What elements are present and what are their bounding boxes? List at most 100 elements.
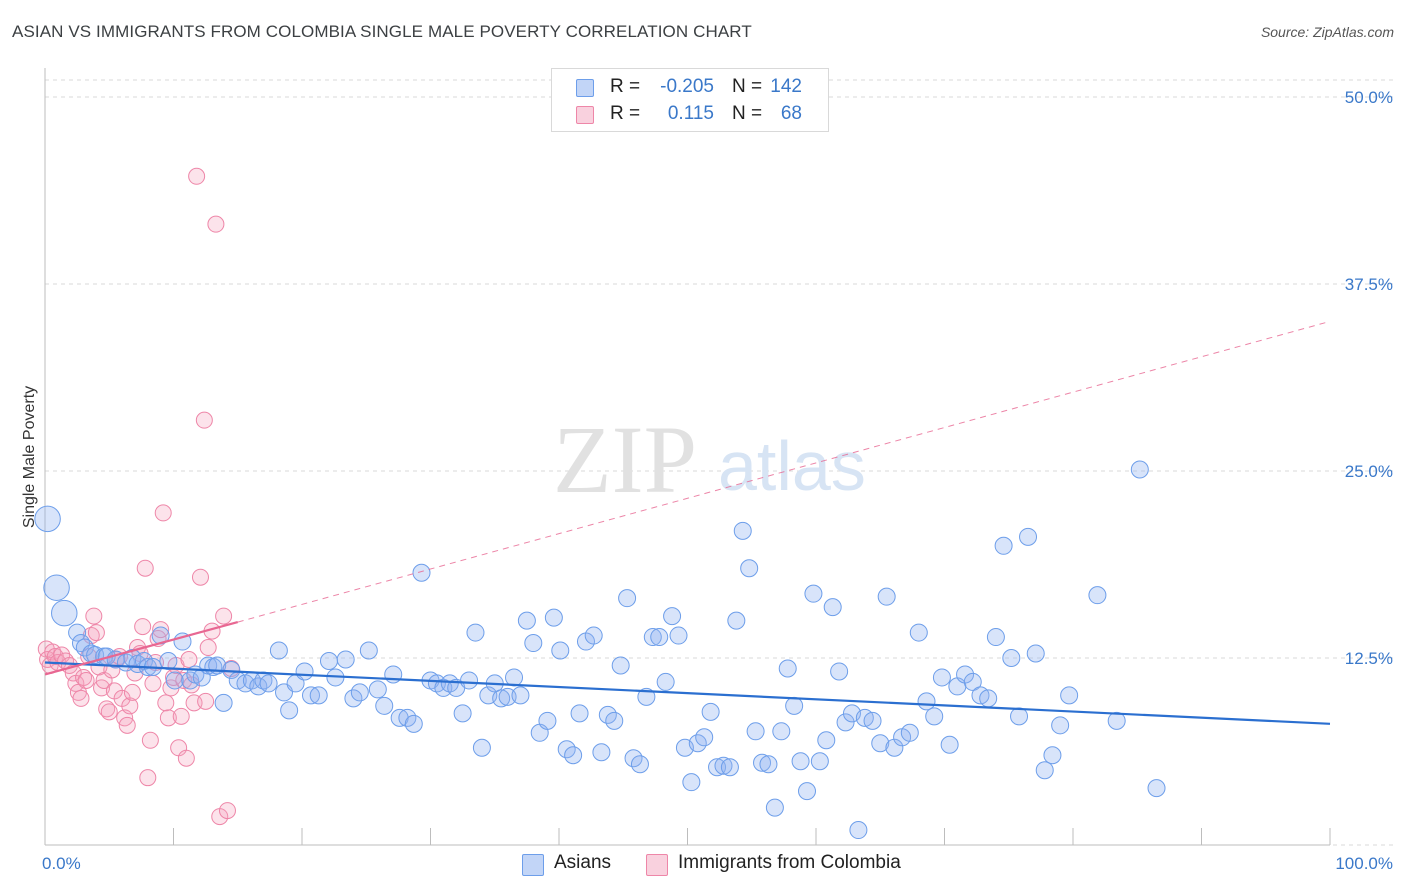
data-point-asians: [708, 758, 727, 777]
data-point-asians: [994, 536, 1013, 555]
data-point-asians: [605, 711, 624, 730]
data-point-colombia: [188, 167, 206, 185]
watermark: ZIP atlas: [553, 406, 866, 513]
data-point-asians: [472, 738, 491, 757]
legend-swatch-pink: [646, 854, 668, 876]
data-point-asians: [871, 734, 890, 753]
data-point-asians: [460, 671, 479, 690]
data-point-asians: [368, 680, 387, 699]
data-point-colombia: [139, 769, 157, 787]
data-point-colombia: [136, 559, 154, 577]
y-axis-label: Single Male Poverty: [21, 386, 38, 528]
data-point-asians: [637, 687, 656, 706]
data-point-asians: [498, 687, 517, 706]
x-tick-label: 0.0%: [42, 854, 81, 873]
data-point-colombia: [85, 607, 103, 625]
data-point-asians: [759, 755, 778, 774]
data-point-asians: [682, 773, 701, 792]
data-point-asians: [963, 672, 982, 691]
data-point-asians: [280, 701, 299, 720]
legend-r-label: R =: [610, 103, 641, 124]
data-point-asians: [551, 641, 570, 660]
data-point-asians: [925, 707, 944, 726]
data-point-colombia: [123, 683, 141, 701]
legend-row-asians: R = -0.205 N = 142: [552, 74, 828, 100]
data-point-colombia: [144, 674, 162, 692]
legend-swatch-pink: [576, 106, 594, 124]
data-point-asians: [1051, 716, 1070, 735]
data-point-asians: [656, 672, 675, 691]
data-point-asians: [404, 714, 423, 733]
data-point-asians: [165, 671, 184, 690]
data-point-asians: [1035, 761, 1054, 780]
data-point-colombia: [197, 692, 215, 710]
data-point-asians: [727, 611, 746, 630]
data-point-asians: [765, 798, 784, 817]
data-point-asians: [1019, 527, 1038, 546]
y-tick-label: 50.0%: [1345, 88, 1393, 107]
data-point-asians: [695, 728, 714, 747]
x-tick-label: 100.0%: [1335, 854, 1393, 873]
data-point-colombia: [152, 621, 170, 639]
data-point-colombia: [180, 650, 198, 668]
data-point-asians: [375, 696, 394, 715]
data-point-colombia: [207, 215, 225, 233]
data-point-asians: [714, 756, 733, 775]
chart-title: ASIAN VS IMMIGRANTS FROM COLOMBIA SINGLE…: [12, 22, 752, 41]
data-point-asians: [630, 755, 649, 774]
data-point-colombia: [215, 607, 233, 625]
legend-n-label: N =: [732, 103, 763, 124]
data-point-colombia: [172, 707, 190, 725]
data-point-asians: [319, 651, 338, 670]
data-point-colombia: [134, 618, 152, 636]
data-point-asians: [1147, 779, 1166, 798]
data-point-asians: [350, 683, 369, 702]
y-tick-label: 12.5%: [1345, 649, 1393, 668]
legend-n-value: 68: [780, 103, 802, 124]
data-point-asians: [68, 623, 87, 642]
data-point-asians: [592, 743, 611, 762]
watermark-atlas: atlas: [718, 427, 866, 505]
data-point-asians: [900, 723, 919, 742]
data-point-asians: [740, 559, 759, 578]
trend-lines: [44, 320, 1331, 725]
data-point-asians: [791, 752, 810, 771]
data-point-asians: [492, 689, 511, 708]
y-tick-label: 37.5%: [1345, 275, 1393, 294]
data-point-asians: [505, 668, 524, 687]
data-point-asians: [412, 563, 431, 582]
data-point-colombia: [75, 668, 93, 686]
data-point-asians: [1002, 649, 1021, 667]
data-point-asians: [249, 677, 268, 696]
data-point-asians: [51, 599, 78, 627]
chart-source: Source: ZipAtlas.com: [1260, 24, 1394, 40]
data-point-colombia: [87, 624, 105, 642]
series-colombia-points: [37, 167, 240, 826]
data-point-asians: [1026, 644, 1045, 663]
data-point-colombia: [44, 643, 62, 661]
data-point-asians: [517, 611, 536, 630]
legend-r-value: -0.205: [660, 76, 714, 97]
legend-swatch-blue: [522, 854, 544, 876]
data-point-asians: [669, 626, 688, 645]
data-point-asians: [849, 821, 868, 840]
data-point-asians: [863, 711, 882, 730]
data-point-colombia: [191, 568, 209, 586]
data-point-asians: [830, 662, 849, 681]
data-point-colombia: [195, 411, 213, 429]
data-point-asians: [1010, 707, 1029, 726]
data-point-asians: [1088, 586, 1107, 605]
data-point-asians: [538, 711, 557, 730]
data-point-colombia: [121, 697, 139, 715]
data-point-colombia: [177, 749, 195, 767]
data-point-asians: [359, 641, 378, 660]
data-point-asians: [214, 693, 233, 712]
data-point-asians: [564, 746, 583, 765]
data-point-asians: [986, 628, 1005, 647]
data-point-colombia: [141, 731, 159, 749]
data-point-asians: [1060, 686, 1079, 705]
legend-n-label: N =: [732, 76, 763, 97]
correlation-legend: R = -0.205 N = 142 R = 0.115 N = 68: [551, 68, 829, 132]
data-point-colombia: [77, 671, 95, 689]
